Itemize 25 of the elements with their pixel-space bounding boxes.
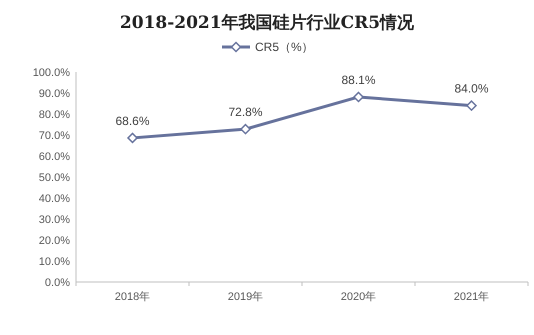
legend-label: CR5（%） xyxy=(255,40,314,54)
y-tick-label: 100.0% xyxy=(32,67,70,79)
y-tick-label: 30.0% xyxy=(38,214,70,226)
chart-title: 2018-2021年我国硅片行业CR5情况 xyxy=(120,13,416,33)
point xyxy=(240,124,251,134)
y-tick-label: 50.0% xyxy=(38,172,70,184)
data-label: 72.8% xyxy=(228,105,263,120)
y-tick-label: 90.0% xyxy=(38,88,70,100)
y-tick-label: 0.0% xyxy=(44,277,70,289)
x-tick-label: 2019年 xyxy=(228,291,264,303)
x-tick-label: 2020年 xyxy=(340,291,376,303)
y-tick-label: 10.0% xyxy=(38,256,70,268)
y-tick-label: 80.0% xyxy=(38,109,70,121)
point xyxy=(353,92,364,102)
y-tick-label: 20.0% xyxy=(38,235,70,247)
point xyxy=(466,100,477,111)
x-tick-label: 2021年 xyxy=(454,291,490,303)
data-label: 68.6% xyxy=(115,114,150,128)
data-label: 88.1% xyxy=(341,72,376,87)
point xyxy=(127,132,138,144)
data-label: 84.0% xyxy=(454,82,489,96)
x-tick-label: 2018年 xyxy=(114,291,150,303)
y-tick-label: 70.0% xyxy=(38,130,70,142)
y-tick-label: 60.0% xyxy=(38,151,70,163)
y-tick-label: 40.0% xyxy=(38,193,70,205)
